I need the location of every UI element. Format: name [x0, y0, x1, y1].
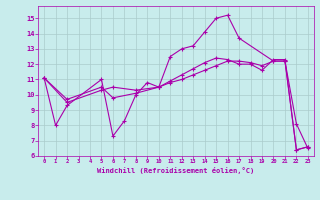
X-axis label: Windchill (Refroidissement éolien,°C): Windchill (Refroidissement éolien,°C) [97, 167, 255, 174]
